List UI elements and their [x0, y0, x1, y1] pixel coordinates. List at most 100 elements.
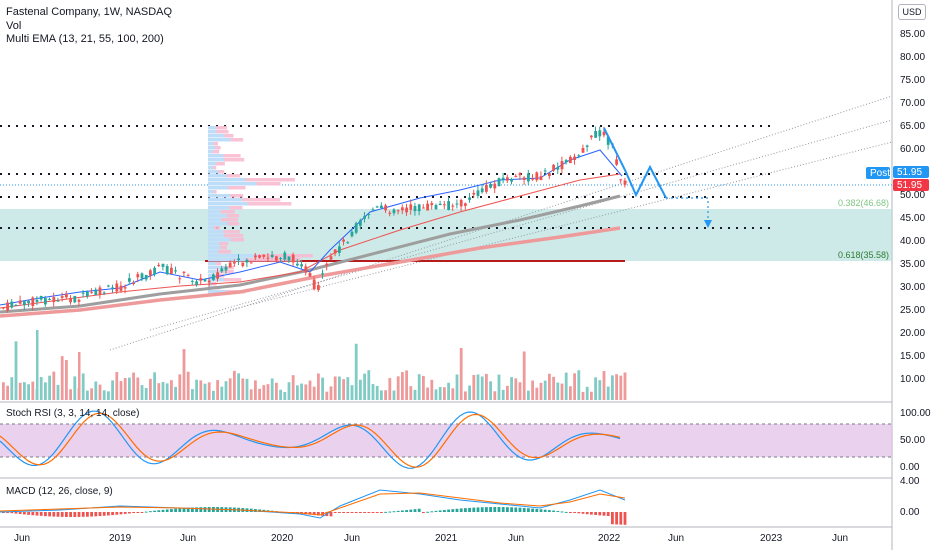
- volume-bar: [195, 379, 198, 400]
- volume-bar: [430, 379, 434, 400]
- volume-profile-row: [208, 230, 224, 234]
- volume-bar: [65, 360, 68, 400]
- candle-body: [619, 179, 623, 181]
- candle-body: [283, 252, 287, 260]
- candle-body: [6, 302, 9, 311]
- macd-hist-bar: [472, 507, 476, 512]
- candle-body: [228, 262, 232, 268]
- volume-profile-row: [208, 218, 221, 222]
- volume-bar: [149, 378, 152, 400]
- volume-profile-row: [208, 154, 224, 158]
- volume-bar: [321, 377, 324, 400]
- volume-bar: [560, 383, 564, 400]
- macd-hist-bar: [405, 510, 408, 512]
- price-candles: [2, 126, 627, 313]
- volume-profile-row: [208, 130, 217, 134]
- candle-body: [102, 292, 106, 294]
- candle-body: [581, 147, 585, 153]
- volume-profile-row: [208, 258, 301, 262]
- candle-body: [409, 204, 413, 210]
- price-axis-label: 45.00: [900, 213, 925, 224]
- macd-hist-bar: [447, 509, 450, 512]
- candle-body: [354, 223, 358, 233]
- candle-body: [144, 274, 148, 280]
- candle-body: [119, 285, 123, 291]
- macd-axis-0: 0.00: [900, 507, 920, 518]
- candle-body: [510, 178, 513, 182]
- volume-bar: [237, 373, 240, 400]
- volume-bar: [52, 371, 56, 400]
- macd-hist-bar: [602, 512, 606, 516]
- candle-body: [178, 278, 182, 280]
- candle-body: [401, 207, 404, 211]
- post-price-tag: [893, 166, 929, 178]
- currency-badge[interactable]: USD: [898, 4, 926, 20]
- candle-body: [174, 270, 177, 272]
- macd-hist-bar: [430, 511, 434, 513]
- ema-legend[interactable]: Multi EMA (13, 21, 55, 100, 200): [6, 33, 164, 45]
- candle-body: [161, 263, 165, 267]
- candle-body: [564, 160, 568, 163]
- candle-body: [375, 206, 379, 208]
- candle-body: [10, 301, 14, 308]
- candle-body: [485, 184, 488, 192]
- macd-hist-bar: [2, 512, 5, 513]
- volume-profile-row: [208, 158, 225, 162]
- candle-body: [493, 183, 497, 189]
- projection-path: [603, 127, 667, 199]
- candle-body: [606, 136, 610, 145]
- volume-profile-row: [208, 190, 214, 194]
- macd-hist-bar: [203, 507, 207, 512]
- chart-title: Fastenal Company, 1W, NASDAQ: [6, 6, 173, 18]
- price-axis-label: 70.00: [900, 98, 925, 109]
- candle-body: [128, 278, 131, 282]
- macd-hist-bar: [44, 512, 47, 517]
- volume-bar: [380, 390, 383, 400]
- volume-bar: [590, 391, 593, 400]
- candle-body: [476, 190, 480, 196]
- volume-bar: [304, 384, 308, 400]
- candle-body: [23, 301, 26, 306]
- volume-profile-row: [208, 178, 246, 182]
- price-axis-label: 65.00: [900, 121, 925, 132]
- macd-hist-bar: [384, 511, 387, 513]
- vol-legend[interactable]: Vol: [6, 20, 22, 32]
- volume-bar: [615, 374, 618, 400]
- volume-bar: [111, 380, 114, 400]
- volume-profile-row: [208, 162, 225, 166]
- volume-spike: [78, 352, 81, 400]
- macd-hist-bar: [199, 507, 203, 512]
- volume-bar: [2, 382, 5, 400]
- volume-bar: [161, 381, 165, 400]
- candle-body: [338, 246, 341, 253]
- macd-hist-bar: [539, 509, 543, 512]
- candle-body: [577, 155, 581, 157]
- macd-hist-bar: [333, 512, 337, 513]
- volume-profile-row: [208, 290, 227, 294]
- candle-body: [220, 268, 224, 272]
- candle-body: [594, 131, 597, 138]
- volume-bar: [296, 385, 299, 400]
- volume-profile-row: [208, 130, 229, 134]
- macd-hist-bar: [375, 512, 379, 513]
- macd-hist-bar: [489, 507, 492, 512]
- macd-hist-bar: [606, 512, 610, 516]
- macd-hist-bar: [417, 508, 421, 512]
- candle-body: [321, 273, 324, 275]
- candle-body: [216, 272, 219, 279]
- volume-bar: [233, 370, 236, 400]
- macd-hist-bar: [506, 507, 509, 512]
- candle-body: [333, 249, 337, 254]
- macd-hist-bar: [556, 510, 560, 512]
- candle-body: [518, 173, 522, 176]
- macd-hist-bar: [161, 509, 165, 512]
- volume-profile-row: [208, 138, 231, 142]
- candle-body: [245, 259, 249, 263]
- projection-dotted: [666, 197, 709, 224]
- volume-bar: [455, 374, 459, 400]
- volume-bar: [514, 378, 518, 400]
- volume-bar: [10, 377, 14, 400]
- macd-hist-bar: [157, 510, 161, 512]
- volume-profile-row: [208, 258, 246, 262]
